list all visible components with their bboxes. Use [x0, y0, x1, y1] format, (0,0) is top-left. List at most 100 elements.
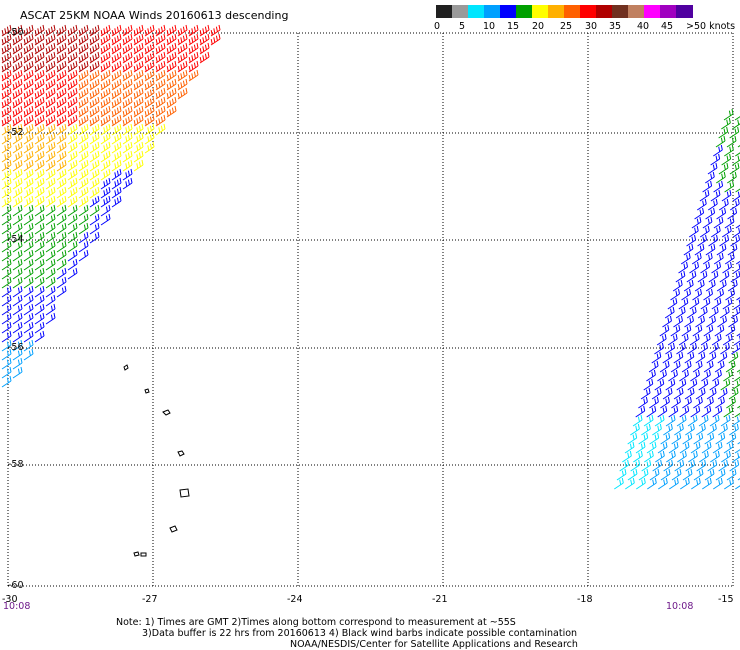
- wind-barb: [12, 195, 23, 208]
- wind-barb: [100, 168, 111, 181]
- wind-barb: [122, 87, 133, 100]
- wind-barb: [698, 414, 709, 427]
- wind-barb: [67, 159, 78, 172]
- wind-barb: [721, 153, 732, 166]
- wind-barb: [133, 87, 144, 100]
- wind-barb: [67, 87, 78, 100]
- x-axis-label: -21: [432, 594, 448, 605]
- wind-barb: [155, 123, 166, 136]
- wind-barb: [725, 360, 736, 373]
- wind-barb: [45, 159, 56, 172]
- wind-barb: [680, 252, 691, 265]
- wind-barb: [34, 105, 45, 118]
- wind-barb: [166, 42, 177, 55]
- wind-barb: [67, 213, 78, 226]
- wind-barb: [717, 387, 728, 400]
- wind-barb: [674, 423, 684, 436]
- wind-barb: [67, 123, 78, 136]
- wind-barb: [67, 204, 78, 217]
- wind-barb: [23, 231, 34, 244]
- wind-barb: [728, 351, 739, 364]
- wind-barb: [111, 78, 122, 91]
- wind-barb: [703, 360, 714, 373]
- wind-barb: [675, 306, 686, 319]
- wind-barb: [34, 231, 45, 244]
- y-axis-label: -60: [8, 580, 24, 591]
- wind-barb: [199, 42, 210, 55]
- wind-barb: [716, 243, 727, 256]
- wind-barb: [715, 135, 726, 148]
- y-axis-label: -54: [8, 234, 24, 245]
- wind-barb: [1, 366, 12, 379]
- wind-barb: [56, 213, 67, 226]
- wind-barb: [706, 351, 717, 364]
- wind-barb: [67, 258, 78, 271]
- wind-barb: [122, 159, 133, 172]
- wind-barb: [734, 407, 740, 418]
- wind-barb: [45, 96, 56, 109]
- wind-barb: [166, 96, 177, 109]
- wind-barb: [56, 96, 67, 109]
- wind-barb: [12, 321, 23, 334]
- wind-barb: [714, 360, 725, 373]
- y-axis-label: -56: [8, 342, 24, 353]
- wind-barb: [144, 105, 155, 118]
- wind-barb: [691, 477, 701, 490]
- wind-barb: [56, 60, 67, 73]
- wind-barb: [727, 243, 738, 256]
- wind-barb: [34, 87, 45, 100]
- wind-barb: [1, 276, 12, 289]
- wind-barb: [166, 33, 177, 46]
- wind-barb: [713, 252, 724, 265]
- wind-barb: [199, 33, 210, 46]
- wind-barb: [67, 249, 78, 262]
- wind-barb: [34, 303, 45, 316]
- wind-barb: [695, 315, 705, 328]
- wind-barb: [701, 369, 711, 382]
- wind-barb: [78, 87, 89, 100]
- wind-barb: [56, 150, 67, 163]
- wind-barb: [630, 459, 641, 472]
- wind-barb: [685, 459, 696, 472]
- wind-barb: [12, 186, 23, 199]
- wind-barb: [657, 405, 668, 418]
- wind-barb: [67, 24, 78, 37]
- wind-barb: [721, 189, 732, 202]
- wind-barb: [652, 459, 663, 472]
- wind-barb: [78, 78, 89, 91]
- wind-barb: [702, 216, 713, 229]
- wind-barb: [155, 78, 166, 91]
- wind-barb: [732, 191, 740, 202]
- wind-barb: [23, 303, 34, 316]
- wind-barb: [687, 342, 697, 355]
- wind-barb: [100, 150, 111, 163]
- wind-barb: [726, 468, 737, 481]
- wind-barb: [690, 369, 700, 382]
- wind-barb: [100, 213, 111, 226]
- wind-barb: [686, 270, 697, 283]
- wind-barb: [45, 141, 56, 154]
- wind-barb: [702, 477, 712, 490]
- wind-barb: [671, 432, 682, 445]
- wind-barb: [78, 186, 89, 199]
- wind-barb: [111, 141, 122, 154]
- wind-barb: [707, 162, 718, 175]
- color-scale-label: 30: [585, 21, 598, 32]
- wind-barb: [133, 141, 144, 154]
- wind-barb: [12, 312, 23, 325]
- x-axis-label: -15: [718, 594, 734, 605]
- wind-barb: [23, 348, 34, 361]
- wind-barb: [665, 378, 676, 391]
- wind-barb: [646, 405, 657, 418]
- wind-barb: [711, 333, 722, 346]
- wind-barb: [692, 324, 703, 337]
- wind-barb: [89, 195, 100, 208]
- wind-barb: [12, 60, 23, 73]
- wind-barb: [720, 378, 731, 391]
- wind-barb: [12, 168, 23, 181]
- wind-barb: [166, 51, 177, 64]
- wind-barb: [34, 258, 45, 271]
- color-scale-swatch: [676, 5, 693, 18]
- y-axis-label: -50: [8, 27, 24, 38]
- wind-barb: [56, 132, 67, 145]
